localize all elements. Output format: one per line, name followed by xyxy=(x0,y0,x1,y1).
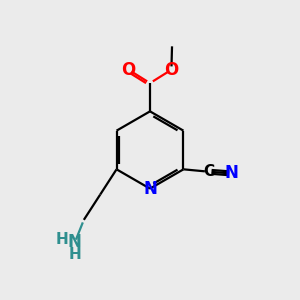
Text: H: H xyxy=(55,232,68,247)
Text: H: H xyxy=(69,247,81,262)
Text: O: O xyxy=(164,61,178,79)
Text: N: N xyxy=(225,164,239,182)
Text: O: O xyxy=(122,61,136,79)
Text: N: N xyxy=(143,180,157,198)
Text: N: N xyxy=(68,233,82,251)
Text: C: C xyxy=(203,164,214,179)
